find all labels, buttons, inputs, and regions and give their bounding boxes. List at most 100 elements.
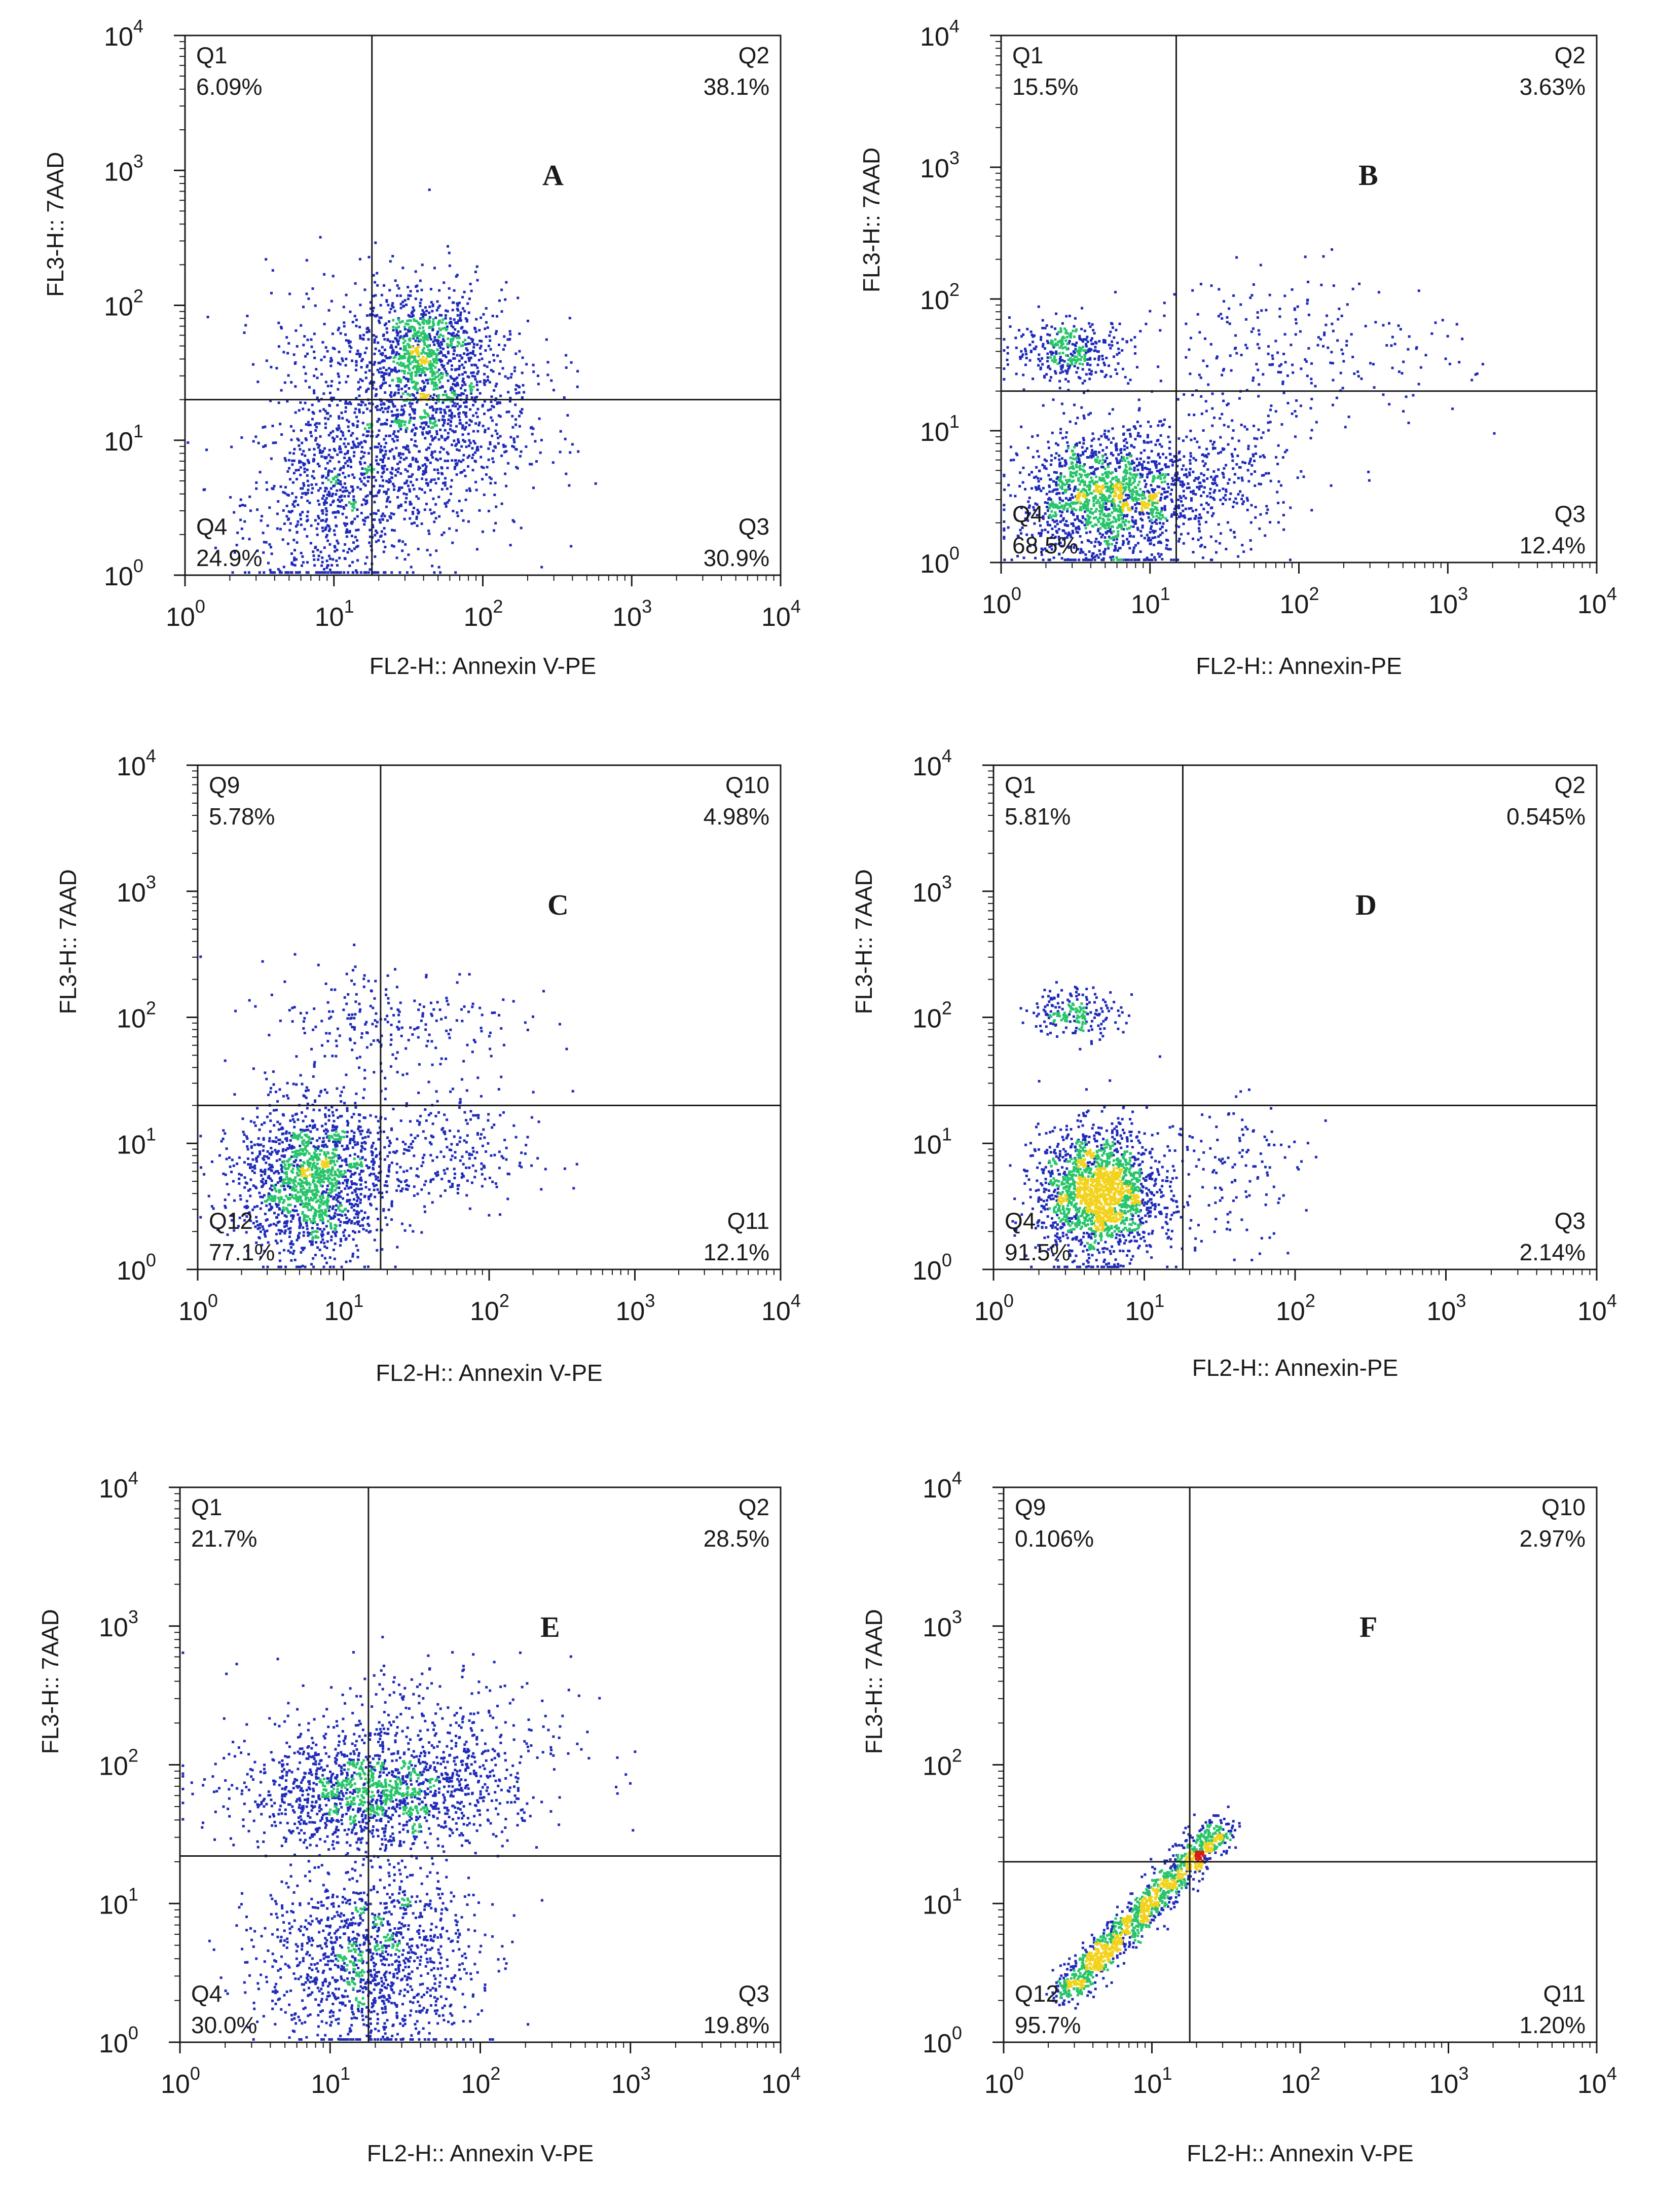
event-dot bbox=[1068, 558, 1071, 561]
event-dot bbox=[1047, 531, 1050, 534]
event-dot bbox=[486, 326, 489, 329]
event-dot bbox=[456, 396, 459, 399]
event-dot bbox=[1093, 357, 1096, 360]
event-dot bbox=[428, 311, 431, 314]
event-dot bbox=[1060, 545, 1063, 548]
event-dot bbox=[1151, 521, 1154, 524]
event-dot bbox=[335, 559, 338, 562]
event-dot bbox=[1088, 481, 1091, 484]
event-dot bbox=[1263, 456, 1266, 459]
event-dot bbox=[1041, 319, 1044, 322]
event-dot bbox=[407, 393, 409, 396]
event-dot bbox=[453, 439, 456, 442]
event-dot bbox=[1054, 543, 1057, 546]
event-dot bbox=[367, 338, 370, 341]
event-dot bbox=[353, 517, 356, 520]
event-dot bbox=[418, 487, 421, 490]
event-dot bbox=[1202, 507, 1205, 510]
event-dot bbox=[1051, 501, 1054, 504]
event-dot bbox=[398, 539, 401, 542]
event-dot bbox=[433, 520, 436, 523]
event-dot bbox=[410, 315, 413, 318]
event-dot bbox=[429, 417, 432, 420]
event-dot bbox=[429, 508, 432, 511]
event-dot bbox=[336, 571, 338, 574]
event-dot bbox=[1181, 504, 1184, 507]
event-dot bbox=[286, 493, 289, 496]
event-dot bbox=[390, 410, 393, 413]
event-dot bbox=[1078, 519, 1081, 522]
event-dot bbox=[418, 370, 421, 373]
event-dot bbox=[432, 393, 435, 396]
event-dot bbox=[307, 571, 310, 574]
event-dot bbox=[1122, 476, 1125, 479]
event-dot bbox=[1067, 499, 1070, 502]
event-dot bbox=[1098, 549, 1101, 552]
event-dot bbox=[505, 450, 508, 453]
event-dot bbox=[1259, 482, 1262, 485]
event-dot bbox=[300, 496, 303, 499]
event-dot bbox=[1163, 497, 1166, 500]
event-dot bbox=[1399, 328, 1402, 331]
event-dot bbox=[357, 442, 360, 445]
event-dot bbox=[508, 400, 511, 403]
event-dot bbox=[1080, 474, 1083, 476]
event-dot bbox=[366, 480, 370, 483]
event-dot bbox=[383, 491, 386, 494]
event-dot bbox=[1010, 459, 1013, 462]
event-dot bbox=[459, 319, 462, 322]
event-dot bbox=[1048, 516, 1051, 519]
event-dot bbox=[493, 529, 495, 532]
event-dot bbox=[501, 367, 504, 370]
event-dot bbox=[462, 366, 465, 369]
event-dot bbox=[442, 347, 445, 350]
event-dot bbox=[1202, 474, 1205, 477]
event-dot bbox=[338, 556, 341, 559]
event-dot bbox=[421, 473, 424, 476]
event-dot bbox=[459, 317, 462, 320]
event-dot bbox=[382, 467, 385, 470]
event-dot bbox=[1037, 477, 1040, 480]
event-dot bbox=[408, 338, 411, 341]
event-dot bbox=[468, 297, 471, 301]
event-dot bbox=[1115, 541, 1118, 544]
event-dot bbox=[375, 335, 378, 339]
event-dot bbox=[297, 520, 300, 523]
event-dot bbox=[1084, 518, 1087, 521]
event-dot bbox=[1022, 373, 1025, 377]
event-dot bbox=[1071, 472, 1074, 475]
event-dot bbox=[1041, 326, 1044, 329]
event-dot bbox=[351, 473, 354, 476]
event-dot bbox=[469, 408, 472, 411]
event-dot bbox=[1147, 456, 1150, 459]
event-dot bbox=[1341, 352, 1344, 355]
event-dot bbox=[504, 375, 507, 378]
event-dot bbox=[364, 377, 367, 380]
event-dot bbox=[279, 571, 282, 574]
event-dot bbox=[1032, 335, 1035, 338]
event-dot bbox=[1222, 503, 1224, 505]
event-dot bbox=[465, 347, 468, 350]
event-dot bbox=[359, 304, 362, 307]
event-dot bbox=[1051, 534, 1054, 537]
event-dot bbox=[1110, 532, 1113, 535]
event-dot bbox=[446, 327, 449, 330]
event-dot bbox=[1116, 342, 1119, 345]
event-dot bbox=[444, 314, 447, 317]
event-dot bbox=[287, 342, 290, 345]
event-dot bbox=[1059, 498, 1062, 501]
event-dot bbox=[1101, 517, 1105, 520]
event-dot bbox=[1136, 527, 1139, 530]
event-dot bbox=[332, 347, 335, 350]
event-dot bbox=[362, 482, 365, 485]
event-dot bbox=[487, 447, 490, 450]
event-dot bbox=[323, 568, 325, 571]
event-dot bbox=[403, 325, 406, 328]
event-dot bbox=[485, 321, 488, 324]
event-dot bbox=[446, 437, 449, 440]
event-dot bbox=[421, 332, 424, 335]
event-dot bbox=[397, 379, 400, 382]
event-dot bbox=[431, 305, 434, 308]
event-dot bbox=[1102, 502, 1105, 505]
event-dot bbox=[1197, 527, 1200, 530]
